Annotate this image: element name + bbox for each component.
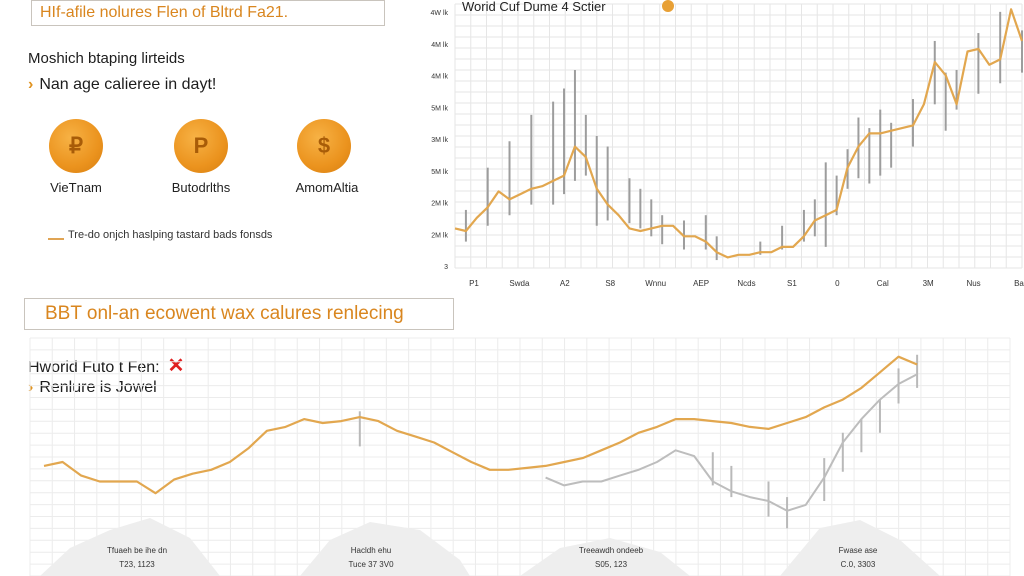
peso-coin-icon: P bbox=[174, 119, 228, 173]
coin-label-3: AmomAltia bbox=[295, 180, 359, 195]
series-line bbox=[454, 8, 1024, 259]
annotation-line1: Fwase ase bbox=[839, 546, 878, 555]
annotation-line1: Hacldh ehu bbox=[351, 546, 391, 555]
x-tick-label: Wnnu bbox=[645, 279, 666, 288]
y-tick-label: 3M lk bbox=[431, 137, 448, 144]
y-tick-label: 2M lk bbox=[431, 232, 448, 239]
x-tick-label: Swda bbox=[509, 279, 530, 288]
background-hill bbox=[780, 520, 940, 576]
x-tick-label: S8 bbox=[605, 279, 615, 288]
coin-label-2: Butodrlths bbox=[171, 180, 231, 195]
bullet-text-2: Renlure is Jowel bbox=[39, 379, 157, 396]
y-tick-label: 2M lk bbox=[431, 201, 448, 208]
annotation-line1: Treeawdh ondeeb bbox=[579, 546, 644, 555]
annotation-line2: C.0, 3303 bbox=[841, 560, 876, 569]
dollar-coin-icon: $ bbox=[297, 119, 351, 173]
top-chart: Worid Cuf Dume 4 Sctier 4W lk 4M lk 4M lk 5M… bbox=[431, 0, 1024, 288]
x-tick-label: S1 bbox=[787, 279, 797, 288]
legend-label: Tre-do onjch haslping tastard bads fonsd… bbox=[68, 229, 273, 241]
secondary-series-line bbox=[545, 373, 918, 512]
y-tick-label: 3 bbox=[444, 264, 448, 271]
x-tick-label: Cal bbox=[877, 279, 889, 288]
bullet-row-1: › Nan age calieree in dayt! bbox=[28, 76, 216, 94]
chart-title: Worid Cuf Dume 4 Sctier bbox=[462, 0, 606, 14]
section-subtitle-row: Hworid Futo t Fen: ✕ bbox=[28, 353, 184, 378]
chevron-right-icon: › bbox=[28, 379, 34, 396]
bullet-text-1: Nan age calieree in dayt! bbox=[39, 76, 217, 93]
annotation-line2: Tuce 37 3V0 bbox=[348, 560, 394, 569]
chevron-right-icon: › bbox=[28, 76, 34, 93]
y-tick-label: 4M lk bbox=[431, 74, 448, 81]
y-tick-label: 5M lk bbox=[431, 105, 448, 112]
bottom-chart: Tfuaeh be ihe dn T23, 1123 Hacldh ehu Tuce … bbox=[29, 337, 1011, 576]
x-tick-label: A2 bbox=[560, 279, 570, 288]
coin-label-1: VieTnam bbox=[50, 180, 102, 195]
x-tick-label: AEP bbox=[693, 279, 709, 288]
bullet-row-2: › Renlure is Jowel bbox=[28, 379, 157, 397]
y-tick-label: 4M lk bbox=[431, 42, 448, 49]
background-hill bbox=[300, 522, 470, 576]
y-tick-label: 5M lk bbox=[431, 169, 448, 176]
x-tick-label: P1 bbox=[469, 279, 479, 288]
annotation-line2: T23, 1123 bbox=[119, 560, 155, 569]
annotation-line2: S05, 123 bbox=[595, 560, 628, 569]
section-subtitle: Hworid Futo t Fen: bbox=[28, 359, 160, 376]
series-line bbox=[43, 355, 918, 495]
legend-swatch bbox=[48, 238, 64, 240]
x-tick-label: 0 bbox=[835, 279, 840, 288]
ruble-coin-icon: ₽ bbox=[49, 119, 103, 173]
y-tick-label: 4W lk bbox=[431, 10, 449, 17]
x-tick-label: 3M bbox=[923, 279, 934, 288]
close-icon[interactable]: ✕ bbox=[167, 355, 185, 377]
background-hill bbox=[520, 538, 690, 576]
x-tick-label: Ba bbox=[1014, 279, 1024, 288]
panel-subtitle: Moshich btaping lirteids bbox=[28, 50, 185, 67]
page-title: HIf-afile nolures Flen of Bltrd Fa21. bbox=[31, 0, 385, 26]
title-dot-icon bbox=[662, 0, 674, 12]
annotation-line1: Tfuaeh be ihe dn bbox=[107, 546, 167, 555]
background-hill bbox=[40, 518, 220, 576]
x-tick-label: Ncds bbox=[737, 279, 755, 288]
section-title: BBT onl-an ecowent wax calures renlecing bbox=[24, 298, 454, 330]
x-tick-label: Nus bbox=[966, 279, 980, 288]
